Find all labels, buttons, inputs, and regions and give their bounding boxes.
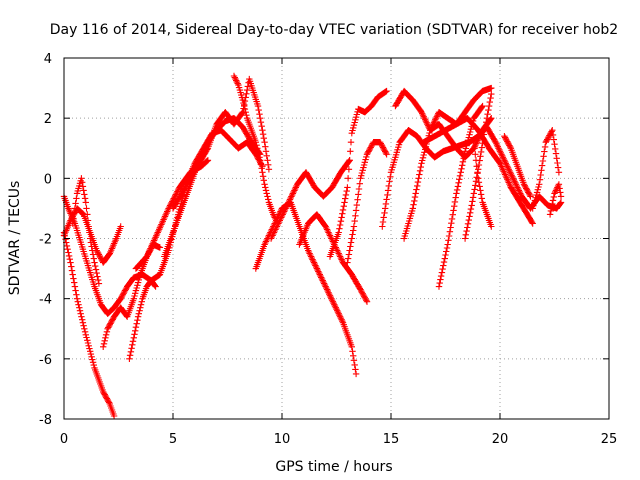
data-point-markers — [461, 90, 495, 242]
y-tick-label: -8 — [39, 413, 52, 428]
y-tick-label: 0 — [44, 172, 52, 187]
data-point-markers — [344, 139, 390, 266]
series-track-25 — [501, 133, 534, 200]
series-track-13 — [296, 211, 371, 305]
x-axis-label: GPS time / hours — [275, 459, 392, 475]
series-track-15 — [344, 139, 390, 266]
x-tick-label: 0 — [60, 432, 68, 447]
x-tick-label: 15 — [383, 432, 400, 447]
series-track-20 — [435, 102, 486, 290]
x-tick-label: 10 — [274, 432, 291, 447]
series-track-10 — [230, 72, 281, 227]
data-point-markers — [267, 157, 353, 242]
y-tick-label: 2 — [44, 112, 52, 127]
series-track-22 — [470, 139, 495, 230]
series-track-24 — [546, 181, 565, 218]
data-point-markers — [400, 84, 495, 242]
data-series — [60, 72, 565, 420]
series-track-7 — [132, 157, 212, 272]
data-point-markers — [546, 181, 565, 218]
series-track-16 — [379, 124, 565, 230]
y-tick-label: -2 — [39, 233, 52, 248]
series-track-4 — [69, 175, 103, 287]
series-track-14 — [326, 87, 390, 260]
data-point-markers — [69, 175, 103, 287]
data-point-markers — [230, 72, 281, 227]
y-tick-label: -4 — [39, 293, 52, 308]
x-tick-label: 5 — [169, 432, 177, 447]
x-tick-label: 25 — [601, 432, 618, 447]
series-track-21 — [461, 90, 495, 242]
y-axis-label: SDTVAR / TECUs — [7, 181, 23, 296]
data-point-markers — [169, 75, 273, 212]
y-tick-label: -6 — [39, 353, 52, 368]
x-tick-label: 20 — [492, 432, 509, 447]
data-point-markers — [126, 277, 159, 362]
data-point-markers — [470, 139, 495, 230]
series-track-18 — [400, 84, 495, 242]
y-tick-label: 4 — [44, 52, 52, 67]
data-point-markers — [132, 157, 212, 272]
series-track-6 — [126, 277, 159, 362]
data-point-markers — [529, 127, 563, 212]
series-track-23 — [529, 127, 563, 212]
series-track-9 — [169, 75, 273, 212]
data-point-markers — [501, 133, 534, 200]
data-point-markers — [379, 124, 565, 230]
data-point-markers — [435, 102, 486, 290]
chart-title: Day 116 of 2014, Sidereal Day-to-day VTE… — [50, 22, 618, 38]
data-point-markers — [296, 211, 371, 305]
data-point-markers — [326, 87, 390, 260]
series-track-12 — [267, 157, 353, 242]
